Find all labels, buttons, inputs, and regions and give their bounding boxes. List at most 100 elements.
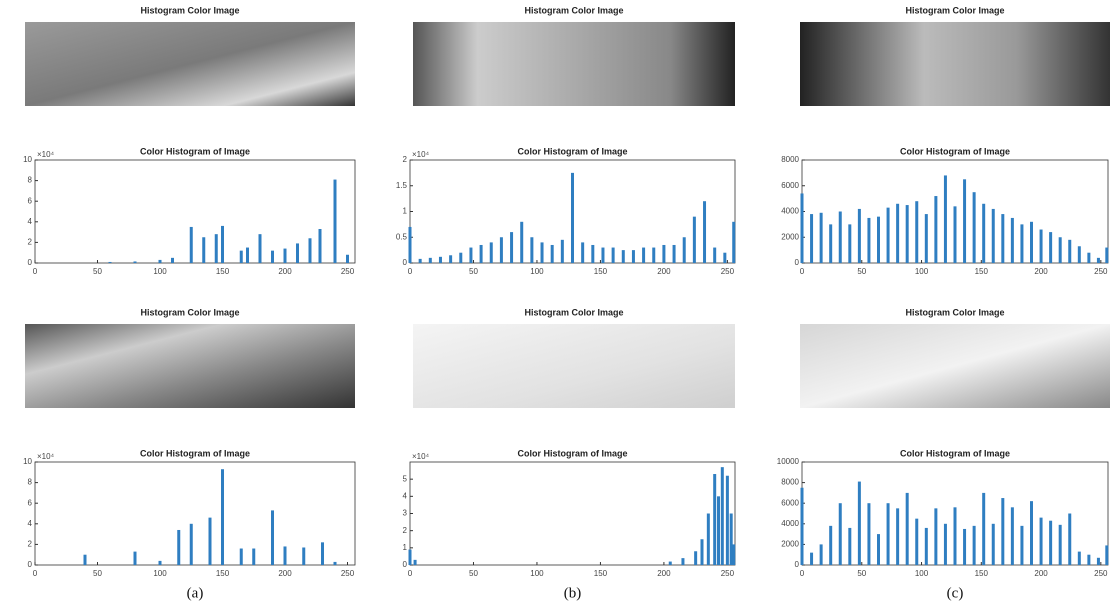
bar [991, 208, 995, 263]
bar [1058, 524, 1062, 565]
y-tick-label: 2000 [781, 540, 799, 549]
x-tick-label: 50 [857, 569, 866, 578]
bar [601, 247, 605, 263]
bar [189, 523, 193, 565]
y-tick-label: 4000 [781, 207, 799, 216]
x-tick-label: 250 [721, 569, 735, 578]
bar [810, 214, 814, 263]
bar [499, 237, 503, 263]
x-tick-label: 200 [1034, 267, 1048, 276]
bar [438, 256, 442, 263]
bar [848, 527, 852, 565]
y-tick-label: 4 [403, 491, 408, 500]
x-tick-label: 150 [216, 569, 230, 578]
bar [1105, 247, 1109, 263]
bar [321, 542, 324, 565]
x-tick-label: 200 [1034, 569, 1048, 578]
bar [706, 513, 710, 565]
bar [271, 250, 274, 263]
chart-title: Color Histogram of Image [140, 146, 250, 156]
bar [83, 554, 87, 565]
x-tick-label: 0 [408, 569, 413, 578]
y-tick-label: 0 [403, 560, 408, 569]
bar [729, 513, 733, 565]
x-tick-label: 250 [1094, 569, 1108, 578]
bar [318, 229, 322, 263]
bar [459, 252, 463, 263]
bar [621, 250, 625, 263]
x-tick-label: 250 [341, 267, 355, 276]
bar [1049, 232, 1053, 263]
x-tick-label: 50 [93, 267, 102, 276]
bar [732, 221, 736, 263]
bar [540, 242, 544, 263]
image [25, 324, 355, 408]
x-tick-label: 150 [216, 267, 230, 276]
bar [915, 518, 919, 565]
bar [1039, 229, 1043, 263]
x-tick-label: 50 [857, 267, 866, 276]
bar [133, 551, 137, 565]
bar [982, 203, 986, 263]
x-tick-label: 200 [657, 267, 671, 276]
bar [177, 529, 181, 565]
bar [723, 252, 727, 263]
x-tick-label: 100 [530, 267, 544, 276]
bar [333, 561, 337, 565]
y-exponent: ×10⁴ [412, 150, 430, 159]
y-tick-label: 10000 [777, 457, 800, 466]
bar [1058, 237, 1062, 263]
bar [877, 534, 880, 565]
bar [857, 481, 861, 565]
bar [732, 544, 736, 565]
y-tick-label: 1 [403, 543, 408, 552]
bar [252, 548, 256, 565]
bar [886, 207, 890, 263]
x-tick-label: 100 [915, 569, 929, 578]
bar [449, 255, 453, 263]
y-tick-label: 8 [28, 478, 33, 487]
bar [1001, 214, 1005, 263]
plot-area [34, 159, 356, 264]
bar [208, 517, 212, 565]
x-tick-label: 150 [594, 569, 608, 578]
bar [819, 212, 823, 263]
bar [867, 217, 871, 263]
x-tick-label: 100 [915, 267, 929, 276]
chart-title: Color Histogram of Image [900, 146, 1010, 156]
bar [428, 257, 432, 263]
x-tick-label: 250 [341, 569, 355, 578]
bar [413, 559, 417, 565]
bar [133, 261, 137, 263]
bar [905, 492, 909, 565]
chart-title: Color Histogram of Image [900, 448, 1010, 458]
bar [1010, 217, 1014, 263]
x-tick-label: 50 [469, 569, 478, 578]
bar [202, 237, 206, 263]
plot-area [409, 461, 736, 566]
bar [896, 203, 900, 263]
y-tick-label: 8000 [781, 155, 799, 164]
y-exponent: ×10⁴ [37, 452, 55, 461]
bar [283, 546, 287, 565]
bar [672, 244, 676, 263]
bar [221, 225, 224, 263]
bar [1001, 498, 1005, 565]
bar [221, 469, 224, 565]
plot-area [34, 461, 356, 566]
bar [1096, 557, 1100, 565]
y-tick-label: 6000 [781, 181, 799, 190]
bar [838, 503, 842, 565]
y-tick-label: 10 [23, 155, 32, 164]
bar [700, 539, 704, 565]
bar [631, 250, 635, 263]
bar [681, 558, 685, 565]
y-tick-label: 0.5 [396, 232, 408, 241]
bar [662, 244, 666, 263]
y-tick-label: 0 [28, 560, 33, 569]
bar [611, 247, 615, 263]
bar [283, 248, 287, 263]
image [25, 22, 355, 106]
image-title: Histogram Color Image [140, 307, 239, 317]
